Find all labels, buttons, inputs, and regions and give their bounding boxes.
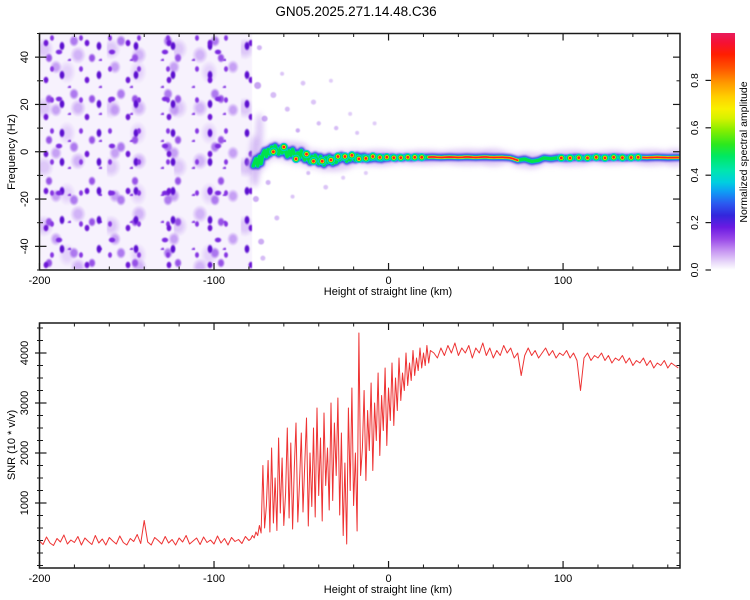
colorbar-gradient <box>711 33 735 270</box>
colorbar-label: Normalized spectral amplitude <box>738 81 750 223</box>
svg-text:0: 0 <box>19 149 31 155</box>
svg-text:-200: -200 <box>28 275 50 287</box>
svg-text:0.0: 0.0 <box>689 263 701 278</box>
svg-text:40: 40 <box>19 51 31 63</box>
svg-text:0: 0 <box>385 573 391 585</box>
svg-text:-20: -20 <box>19 191 31 207</box>
frequency-axis-label: Frequency (Hz) <box>6 114 18 190</box>
svg-text:0.4: 0.4 <box>689 168 701 183</box>
svg-text:100: 100 <box>554 275 572 287</box>
snr-axis-label: SNR (10 * v/v) <box>6 409 18 481</box>
svg-text:1000: 1000 <box>19 491 31 515</box>
svg-text:0.8: 0.8 <box>689 73 701 88</box>
svg-text:0.6: 0.6 <box>689 120 701 135</box>
svg-text:-100: -100 <box>203 573 225 585</box>
height-axis-label-bottom: Height of straight line (km) <box>323 584 453 596</box>
svg-text:-40: -40 <box>19 238 31 254</box>
svg-text:-100: -100 <box>203 275 225 287</box>
svg-text:0.2: 0.2 <box>689 215 701 230</box>
svg-text:-200: -200 <box>28 573 50 585</box>
svg-text:100: 100 <box>554 573 572 585</box>
noise-texture <box>40 34 252 269</box>
svg-text:4000: 4000 <box>19 341 31 365</box>
svg-text:2000: 2000 <box>19 441 31 465</box>
svg-text:3000: 3000 <box>19 391 31 415</box>
chart-title: GN05.2025.271.14.48.C36 <box>275 4 437 19</box>
svg-text:0: 0 <box>385 275 391 287</box>
height-axis-label-top: Height of straight line (km) <box>323 286 453 298</box>
svg-text:20: 20 <box>19 98 31 110</box>
